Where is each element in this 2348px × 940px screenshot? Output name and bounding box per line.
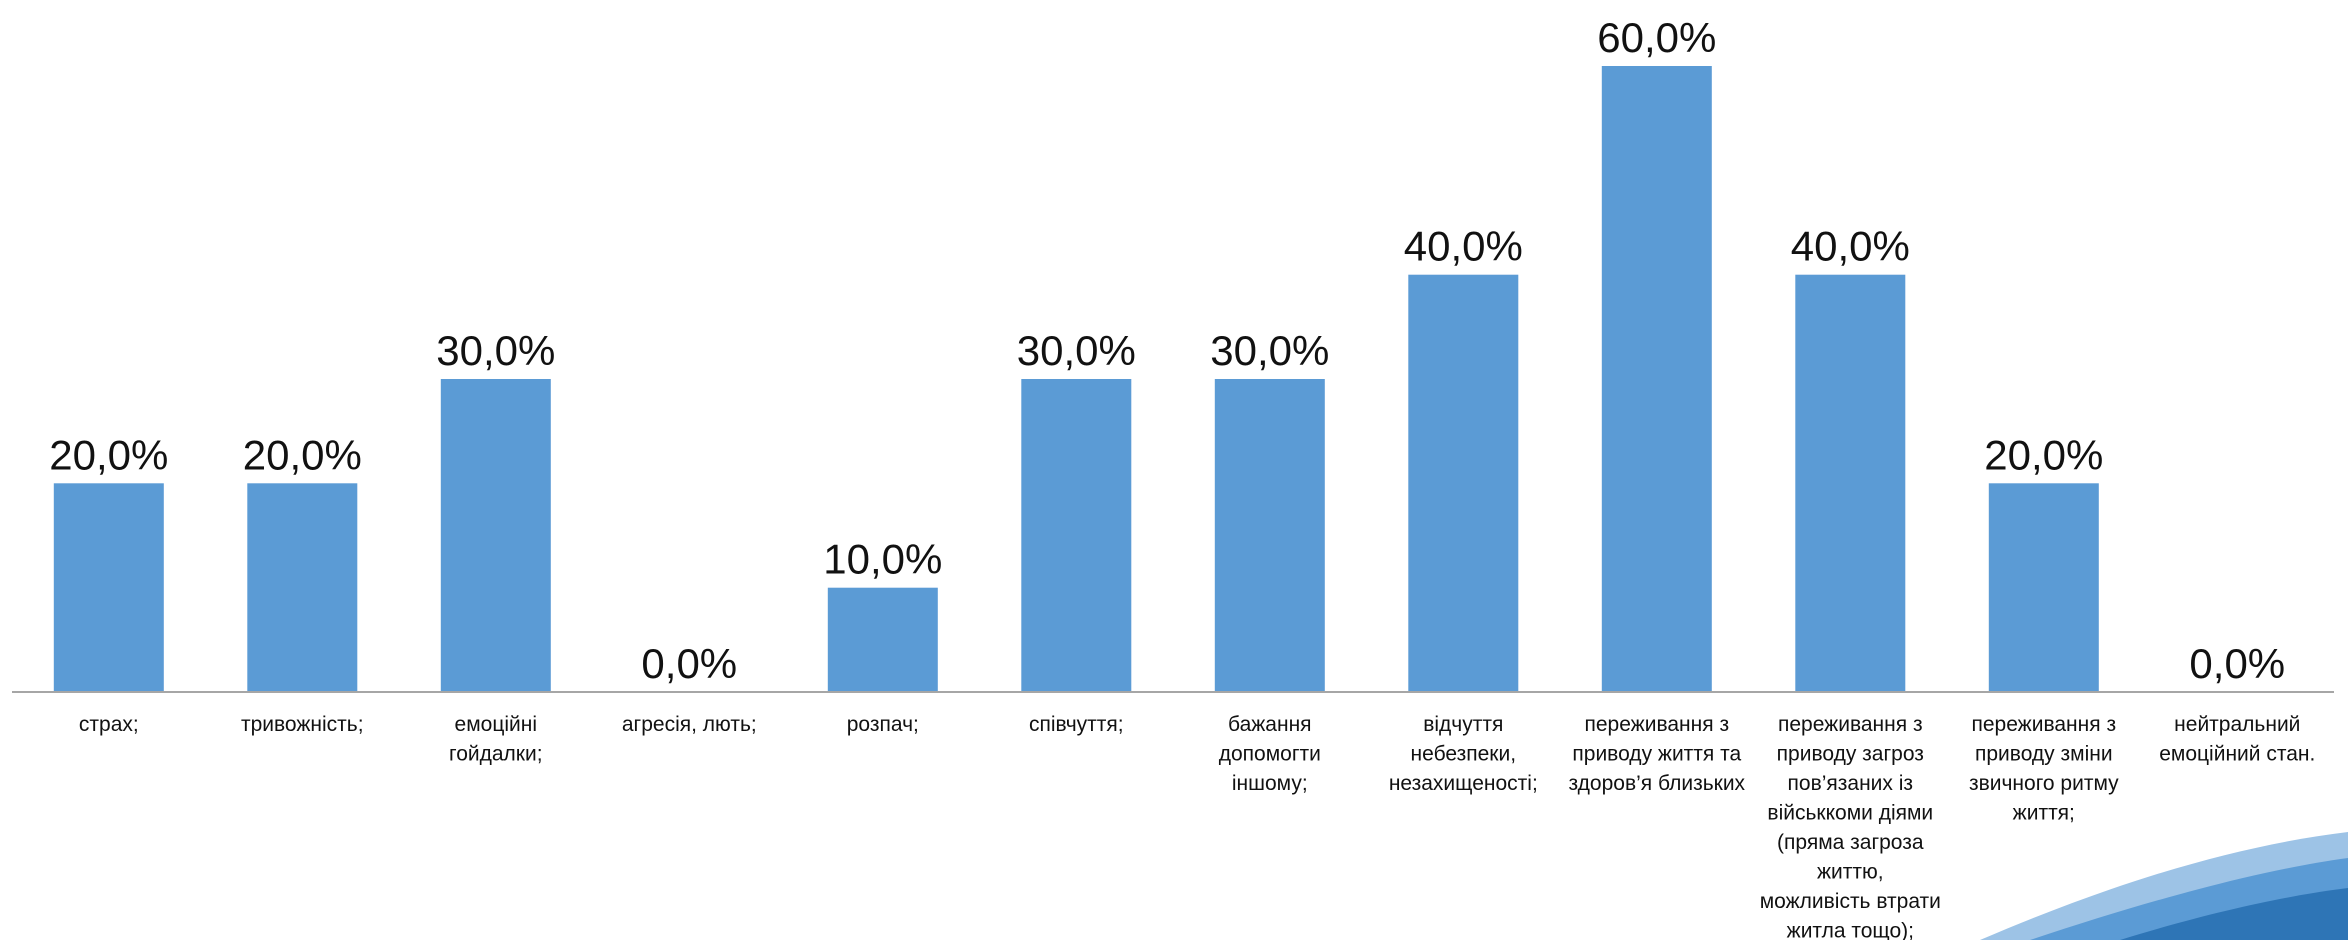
category-label-line: пов’язаних із — [1788, 772, 1914, 795]
category-label-line: переживання з — [1778, 713, 1923, 736]
category-label-6: співчуття; — [1029, 713, 1124, 736]
corner-swoosh-decoration — [1980, 832, 2348, 940]
category-label-line: (пряма загроза — [1777, 831, 1924, 854]
data-label-2: 20,0% — [243, 431, 362, 478]
category-label-line: розпач; — [847, 713, 919, 736]
category-label-3: емоційні гойдалки; — [449, 713, 543, 766]
bar-6 — [1021, 379, 1132, 692]
category-label-line: життя; — [2013, 802, 2075, 825]
category-label-line: страх; — [79, 713, 139, 736]
data-label-11: 20,0% — [1984, 431, 2103, 478]
category-label-10: переживання з приводу загроз пов’язаних із… — [1760, 713, 1941, 940]
category-label-line: приводу життя та — [1572, 743, 1741, 766]
bar-3 — [440, 379, 551, 692]
category-label-line: житла тощо); — [1787, 920, 1914, 940]
category-label-line: нейтральний — [2174, 713, 2300, 736]
category-label-line: військкоми діями — [1767, 802, 1933, 825]
category-label-line: приводу зміни — [1975, 743, 2113, 766]
category-label-line: можливість втрати — [1760, 890, 1941, 913]
category-label-line: переживання з — [1972, 713, 2117, 736]
data-label-4: 0,0% — [641, 640, 737, 687]
category-label-4: агресія, лють; — [622, 713, 757, 736]
category-labels-group: страх; тривожність; емоційні гойдалки; агрес… — [79, 713, 2315, 940]
category-label-9: переживання з приводу життя та здоров’я бл… — [1569, 713, 1746, 795]
bar-5 — [827, 587, 938, 692]
data-label-3: 30,0% — [436, 327, 555, 374]
category-label-line: відчуття — [1423, 713, 1503, 736]
data-label-8: 40,0% — [1404, 223, 1523, 270]
data-label-10: 40,0% — [1791, 223, 1910, 270]
data-labels-group: 20,0% 20,0% 30,0% 0,0% 10,0% 30,0% 30,0% 40,0% 6… — [49, 14, 2285, 687]
data-label-12: 0,0% — [2189, 640, 2285, 687]
category-label-8: відчуття небезпеки, незахищеності; — [1389, 713, 1538, 795]
bar-8 — [1408, 274, 1519, 692]
category-label-line: звичного ритму — [1969, 772, 2119, 795]
category-label-line: життю, — [1817, 861, 1884, 884]
bar-1 — [53, 483, 164, 692]
category-label-line: допомогти — [1219, 743, 1321, 766]
bar-7 — [1214, 379, 1325, 692]
category-label-line: бажання — [1228, 713, 1312, 736]
category-label-12: нейтральний емоційний стан. — [2159, 713, 2315, 766]
category-label-11: переживання з приводу зміни звичного ритму… — [1969, 713, 2119, 825]
category-label-line: емоційні — [455, 713, 537, 736]
data-label-5: 10,0% — [823, 536, 942, 583]
category-label-line: гойдалки; — [449, 743, 543, 766]
category-label-line: переживання з — [1585, 713, 1730, 736]
bars-group — [53, 66, 2099, 692]
category-label-2: тривожність; — [241, 713, 364, 736]
data-label-9: 60,0% — [1597, 14, 1716, 61]
category-label-line: приводу загроз — [1777, 743, 1924, 766]
category-label-line: здоров’я близьких — [1569, 772, 1746, 795]
category-label-5: розпач; — [847, 713, 919, 736]
data-label-1: 20,0% — [49, 431, 168, 478]
data-label-6: 30,0% — [1017, 327, 1136, 374]
category-label-line: співчуття; — [1029, 713, 1124, 736]
category-label-1: страх; — [79, 713, 139, 736]
bar-10 — [1795, 274, 1906, 692]
category-label-line: небезпеки, — [1411, 743, 1516, 766]
bar-11 — [1988, 483, 2099, 692]
bar-2 — [247, 483, 358, 692]
category-label-line: емоційний стан. — [2159, 743, 2315, 766]
category-label-line: незахищеності; — [1389, 772, 1538, 795]
category-label-line: тривожність; — [241, 713, 364, 736]
category-label-line: агресія, лють; — [622, 713, 757, 736]
data-label-7: 30,0% — [1210, 327, 1329, 374]
swoosh-dark — [2120, 888, 2348, 940]
category-label-line: іншому; — [1232, 772, 1308, 795]
category-label-7: бажання допомогти іншому; — [1219, 713, 1321, 795]
bar-9 — [1601, 66, 1712, 692]
